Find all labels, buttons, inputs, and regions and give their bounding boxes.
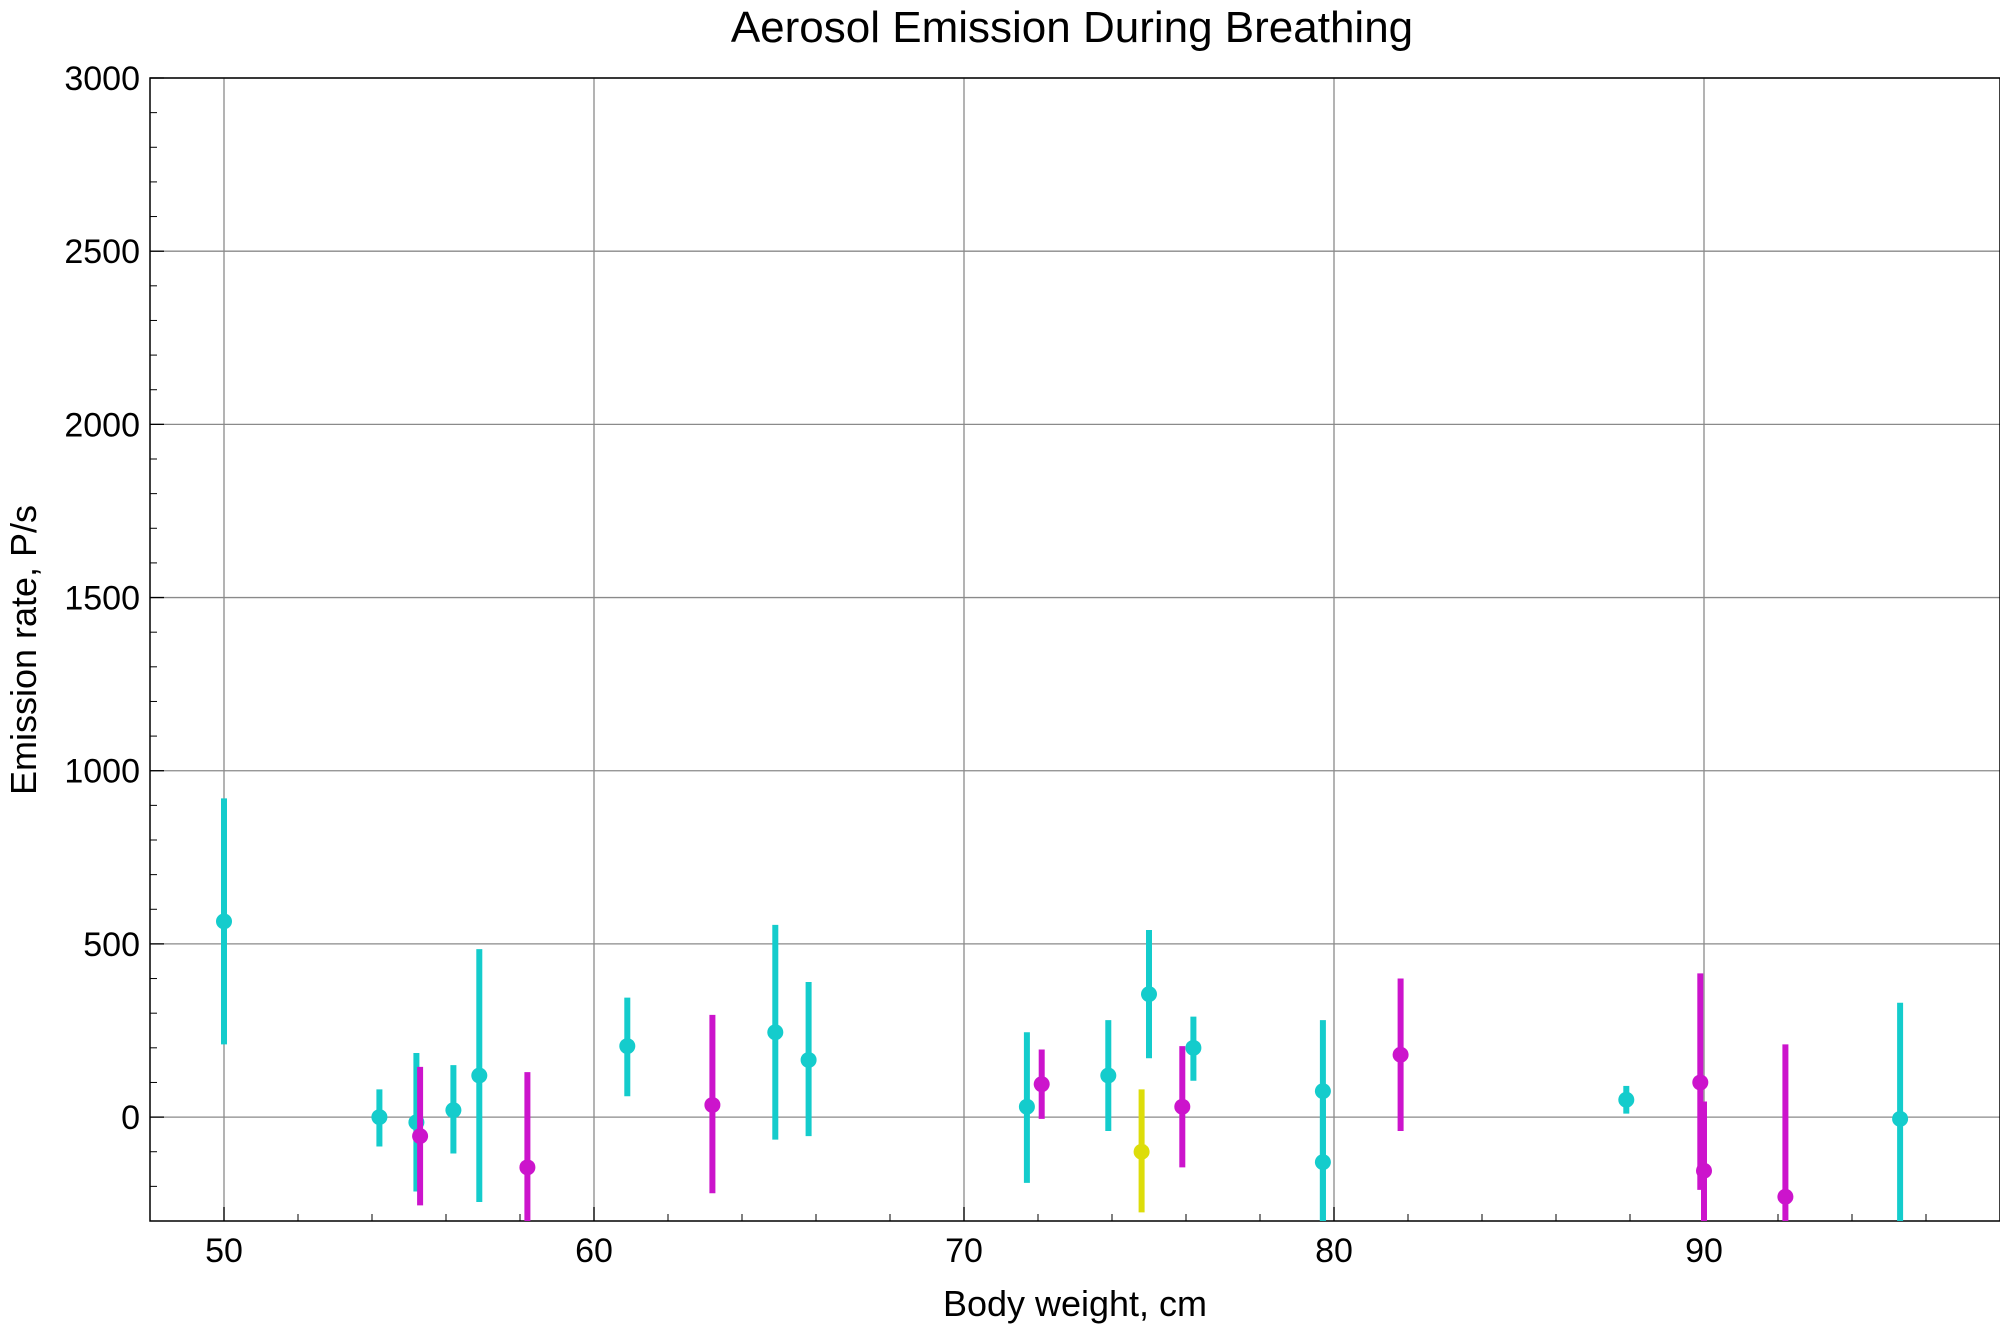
data-point [216, 913, 232, 930]
data-point [1033, 1076, 1050, 1093]
data-point [1392, 1046, 1409, 1063]
axis-ticks: 50 60 70 80 90 0 500 1000 1500 2000 2500 3000 [64, 60, 2000, 1270]
y-tick-label: 2500 [64, 233, 140, 271]
y-tick-label: 1500 [64, 580, 140, 618]
data-point [1892, 1110, 1909, 1127]
data-point [619, 1038, 636, 1055]
data-point [1141, 986, 1157, 1003]
grid [150, 77, 2000, 1221]
y-tick-label: 3000 [64, 60, 140, 98]
x-tick-label: 70 [945, 1232, 983, 1270]
data-point [704, 1096, 721, 1113]
x-tick-label: 80 [1315, 1232, 1353, 1270]
data-point [412, 1128, 429, 1145]
y-axis-label: Emission rate, P/s [3, 505, 44, 795]
x-tick-label: 90 [1685, 1232, 1723, 1270]
data-point [445, 1102, 462, 1119]
x-tick-label: 50 [205, 1232, 243, 1270]
data-point [1314, 1083, 1331, 1100]
chart-title: Aerosol Emission During Breathing [731, 3, 1413, 52]
data-point [767, 1024, 784, 1041]
data-point [1692, 1074, 1709, 1091]
data-point [1100, 1067, 1117, 1084]
data-point [471, 1067, 488, 1084]
plot-frame [149, 77, 2000, 1222]
data-point [371, 1109, 388, 1126]
data-point [1133, 1143, 1150, 1160]
data-point [1314, 1154, 1331, 1171]
x-axis-label: Body weight, cm [943, 1283, 1207, 1324]
y-tick-label: 500 [83, 926, 140, 964]
y-tick-label: 1000 [64, 753, 140, 791]
data-point [1174, 1098, 1191, 1115]
data-point [1696, 1162, 1712, 1179]
data-point [800, 1051, 817, 1068]
data-points [216, 798, 1909, 1221]
x-tick-label: 60 [575, 1232, 613, 1270]
data-point [1018, 1098, 1035, 1115]
data-point [1618, 1091, 1635, 1108]
y-tick-label: 2000 [64, 406, 140, 444]
data-point [519, 1159, 536, 1176]
y-tick-label: 0 [121, 1099, 140, 1137]
data-point [1185, 1039, 1202, 1056]
data-point [1777, 1188, 1794, 1205]
